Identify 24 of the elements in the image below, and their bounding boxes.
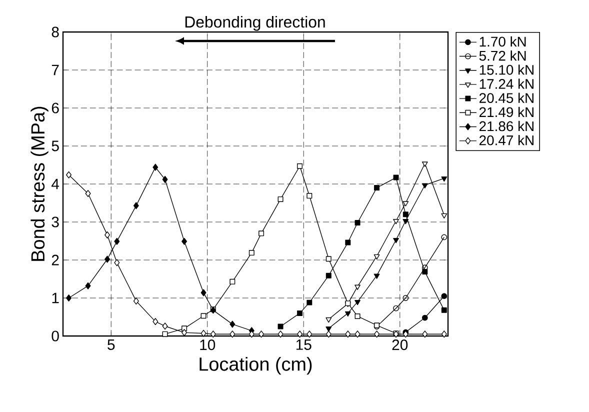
x-tick-label: 20 (392, 340, 408, 350)
legend-label: 21.86 kN (480, 120, 534, 132)
x-tick-label: 15 (296, 340, 312, 350)
legend-label: 20.45 kN (480, 92, 534, 103)
legend-label: 5.72 kN (479, 50, 526, 61)
y-tick-label: 4 (52, 178, 60, 190)
legend-label: 17.24 kN (480, 78, 534, 89)
legend-label: 15.10 kN (480, 64, 534, 75)
text: Debonding direction (185, 16, 325, 31)
legend-label: 21.49 kN (480, 106, 534, 118)
y-tick-label: 8 (52, 26, 59, 38)
y-tick-label: 6 (52, 102, 59, 114)
x-axis-title: Location (cm) (200, 356, 312, 375)
y-tick-label: 1 (52, 292, 59, 304)
legend-label: 20.47 kN (480, 135, 534, 146)
y-tick-label: 5 (52, 140, 59, 152)
x-tick-label: 10 (200, 340, 216, 350)
y-tick-label: 7 (52, 64, 59, 76)
y-tick-label: 3 (52, 216, 59, 228)
y-axis-title: Bond stress (MPa) (30, 106, 48, 261)
y-tick-label: 2 (52, 254, 59, 266)
legend-label: 1.70 kN (480, 36, 526, 47)
x-tick-label: 5 (108, 340, 115, 350)
y-tick-label: 0 (52, 330, 59, 342)
